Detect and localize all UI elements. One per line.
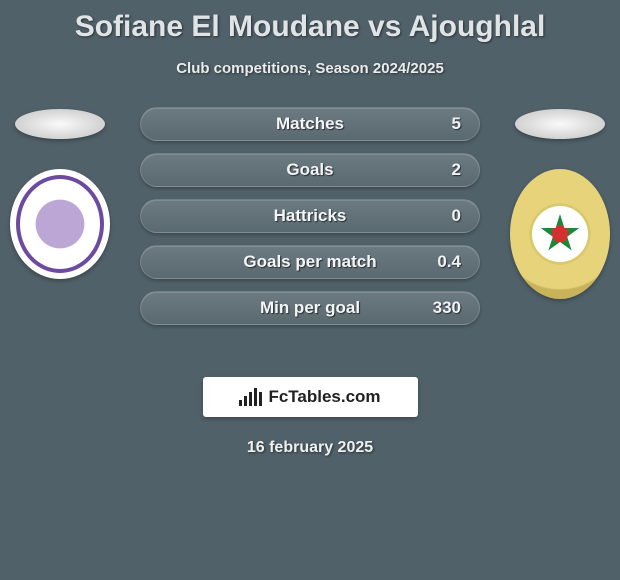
date-label: 16 february 2025 [0, 439, 620, 457]
bar-chart-icon [239, 388, 262, 406]
club-badge-left [10, 169, 110, 279]
stat-row: Hattricks 0 [140, 199, 480, 233]
player-right-column [500, 107, 620, 299]
stat-row: Goals per match 0.4 [140, 245, 480, 279]
stat-label: Goals [219, 160, 401, 180]
stat-label: Hattricks [219, 206, 401, 226]
comparison-area: Matches 5 Goals 2 Hattricks 0 Goals per … [0, 107, 620, 357]
player-left-silhouette [15, 109, 105, 139]
subtitle: Club competitions, Season 2024/2025 [0, 60, 620, 77]
stat-value-right: 330 [401, 298, 461, 318]
stat-value-right: 0.4 [401, 252, 461, 272]
club-badge-right-inner [529, 203, 591, 265]
page-title: Sofiane El Moudane vs Ajoughlal [0, 0, 620, 44]
stat-row: Goals 2 [140, 153, 480, 187]
stat-label: Goals per match [219, 252, 401, 272]
brand-link[interactable]: FcTables.com [203, 377, 418, 417]
club-badge-right [510, 169, 610, 299]
stat-row: Matches 5 [140, 107, 480, 141]
stat-row: Min per goal 330 [140, 291, 480, 325]
star-icon [540, 214, 580, 254]
brand-label: FcTables.com [268, 387, 380, 407]
stat-value-right: 2 [401, 160, 461, 180]
player-right-silhouette [515, 109, 605, 139]
stat-label: Min per goal [219, 298, 401, 318]
stat-label: Matches [219, 114, 401, 134]
player-left-column [0, 107, 120, 279]
stats-list: Matches 5 Goals 2 Hattricks 0 Goals per … [140, 107, 480, 337]
stat-value-right: 0 [401, 206, 461, 226]
stat-value-right: 5 [401, 114, 461, 134]
